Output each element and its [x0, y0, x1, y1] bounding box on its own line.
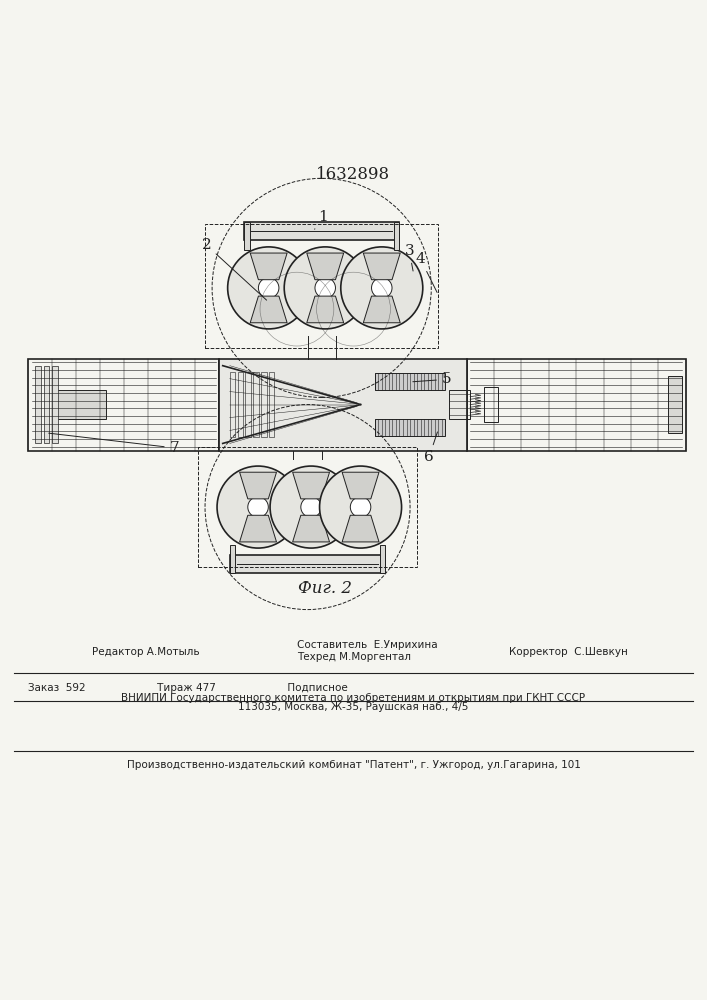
Bar: [198, 447, 417, 567]
Circle shape: [217, 466, 299, 548]
Bar: [375, 373, 445, 390]
Bar: [467, 359, 686, 451]
Bar: [238, 372, 243, 437]
Text: Производственно-издательский комбинат "Патент", г. Ужгород, ул.Гагарина, 101: Производственно-издательский комбинат "П…: [127, 760, 580, 770]
Text: 1: 1: [315, 210, 328, 229]
Bar: [261, 372, 267, 437]
Bar: [44, 366, 49, 443]
Text: 6: 6: [424, 432, 438, 464]
Polygon shape: [250, 296, 287, 323]
Bar: [380, 545, 385, 573]
Bar: [269, 372, 274, 437]
Text: 1632898: 1632898: [317, 166, 390, 183]
Text: 4: 4: [416, 252, 437, 292]
Text: Редактор А.Мотыль: Редактор А.Мотыль: [92, 647, 199, 657]
Polygon shape: [307, 296, 344, 323]
Bar: [35, 366, 41, 443]
Bar: [394, 222, 399, 250]
Circle shape: [258, 278, 279, 298]
Text: 5: 5: [413, 372, 452, 386]
Text: 3: 3: [404, 244, 414, 271]
Circle shape: [284, 247, 366, 329]
Polygon shape: [293, 472, 329, 499]
Text: Корректор  С.Шевкун: Корректор С.Шевкун: [509, 647, 628, 657]
Circle shape: [270, 466, 352, 548]
Polygon shape: [250, 253, 287, 280]
Text: Техред М.Моргентал: Техред М.Моргентал: [297, 652, 411, 662]
Bar: [219, 359, 467, 451]
Bar: [253, 372, 259, 437]
Bar: [244, 222, 399, 240]
Polygon shape: [342, 472, 379, 499]
Bar: [57, 390, 106, 419]
Bar: [484, 387, 498, 422]
Bar: [244, 222, 250, 250]
Circle shape: [247, 497, 268, 517]
Polygon shape: [240, 515, 276, 542]
Circle shape: [315, 278, 335, 298]
Bar: [375, 419, 445, 436]
Polygon shape: [363, 296, 400, 323]
Text: ВНИИПИ Государственного комитета по изобретениям и открытиям при ГКНТ СССР: ВНИИПИ Государственного комитета по изоб…: [122, 693, 585, 703]
Text: 113035, Москва, Ж-35, Раушская наб., 4/5: 113035, Москва, Ж-35, Раушская наб., 4/5: [238, 702, 469, 712]
Text: 7: 7: [49, 433, 180, 455]
Polygon shape: [342, 515, 379, 542]
Bar: [668, 376, 682, 433]
Bar: [230, 555, 385, 573]
Text: Заказ  592                      Тираж 477                      Подписное: Заказ 592 Тираж 477 Подписное: [28, 683, 348, 693]
Bar: [52, 366, 58, 443]
Circle shape: [341, 247, 423, 329]
Circle shape: [228, 247, 310, 329]
Circle shape: [372, 278, 392, 298]
Text: 2: 2: [201, 238, 267, 300]
Text: Фиг. 2: Фиг. 2: [298, 580, 352, 597]
Circle shape: [300, 497, 321, 517]
Bar: [28, 359, 219, 451]
Text: Составитель  Е.Умрихина: Составитель Е.Умрихина: [297, 640, 438, 650]
Circle shape: [320, 466, 402, 548]
Polygon shape: [293, 515, 329, 542]
Bar: [230, 372, 235, 437]
Polygon shape: [307, 253, 344, 280]
Bar: [449, 390, 470, 419]
Polygon shape: [240, 472, 276, 499]
Bar: [245, 372, 251, 437]
Bar: [230, 545, 235, 573]
Bar: [205, 224, 438, 348]
Polygon shape: [363, 253, 400, 280]
Circle shape: [350, 497, 370, 517]
